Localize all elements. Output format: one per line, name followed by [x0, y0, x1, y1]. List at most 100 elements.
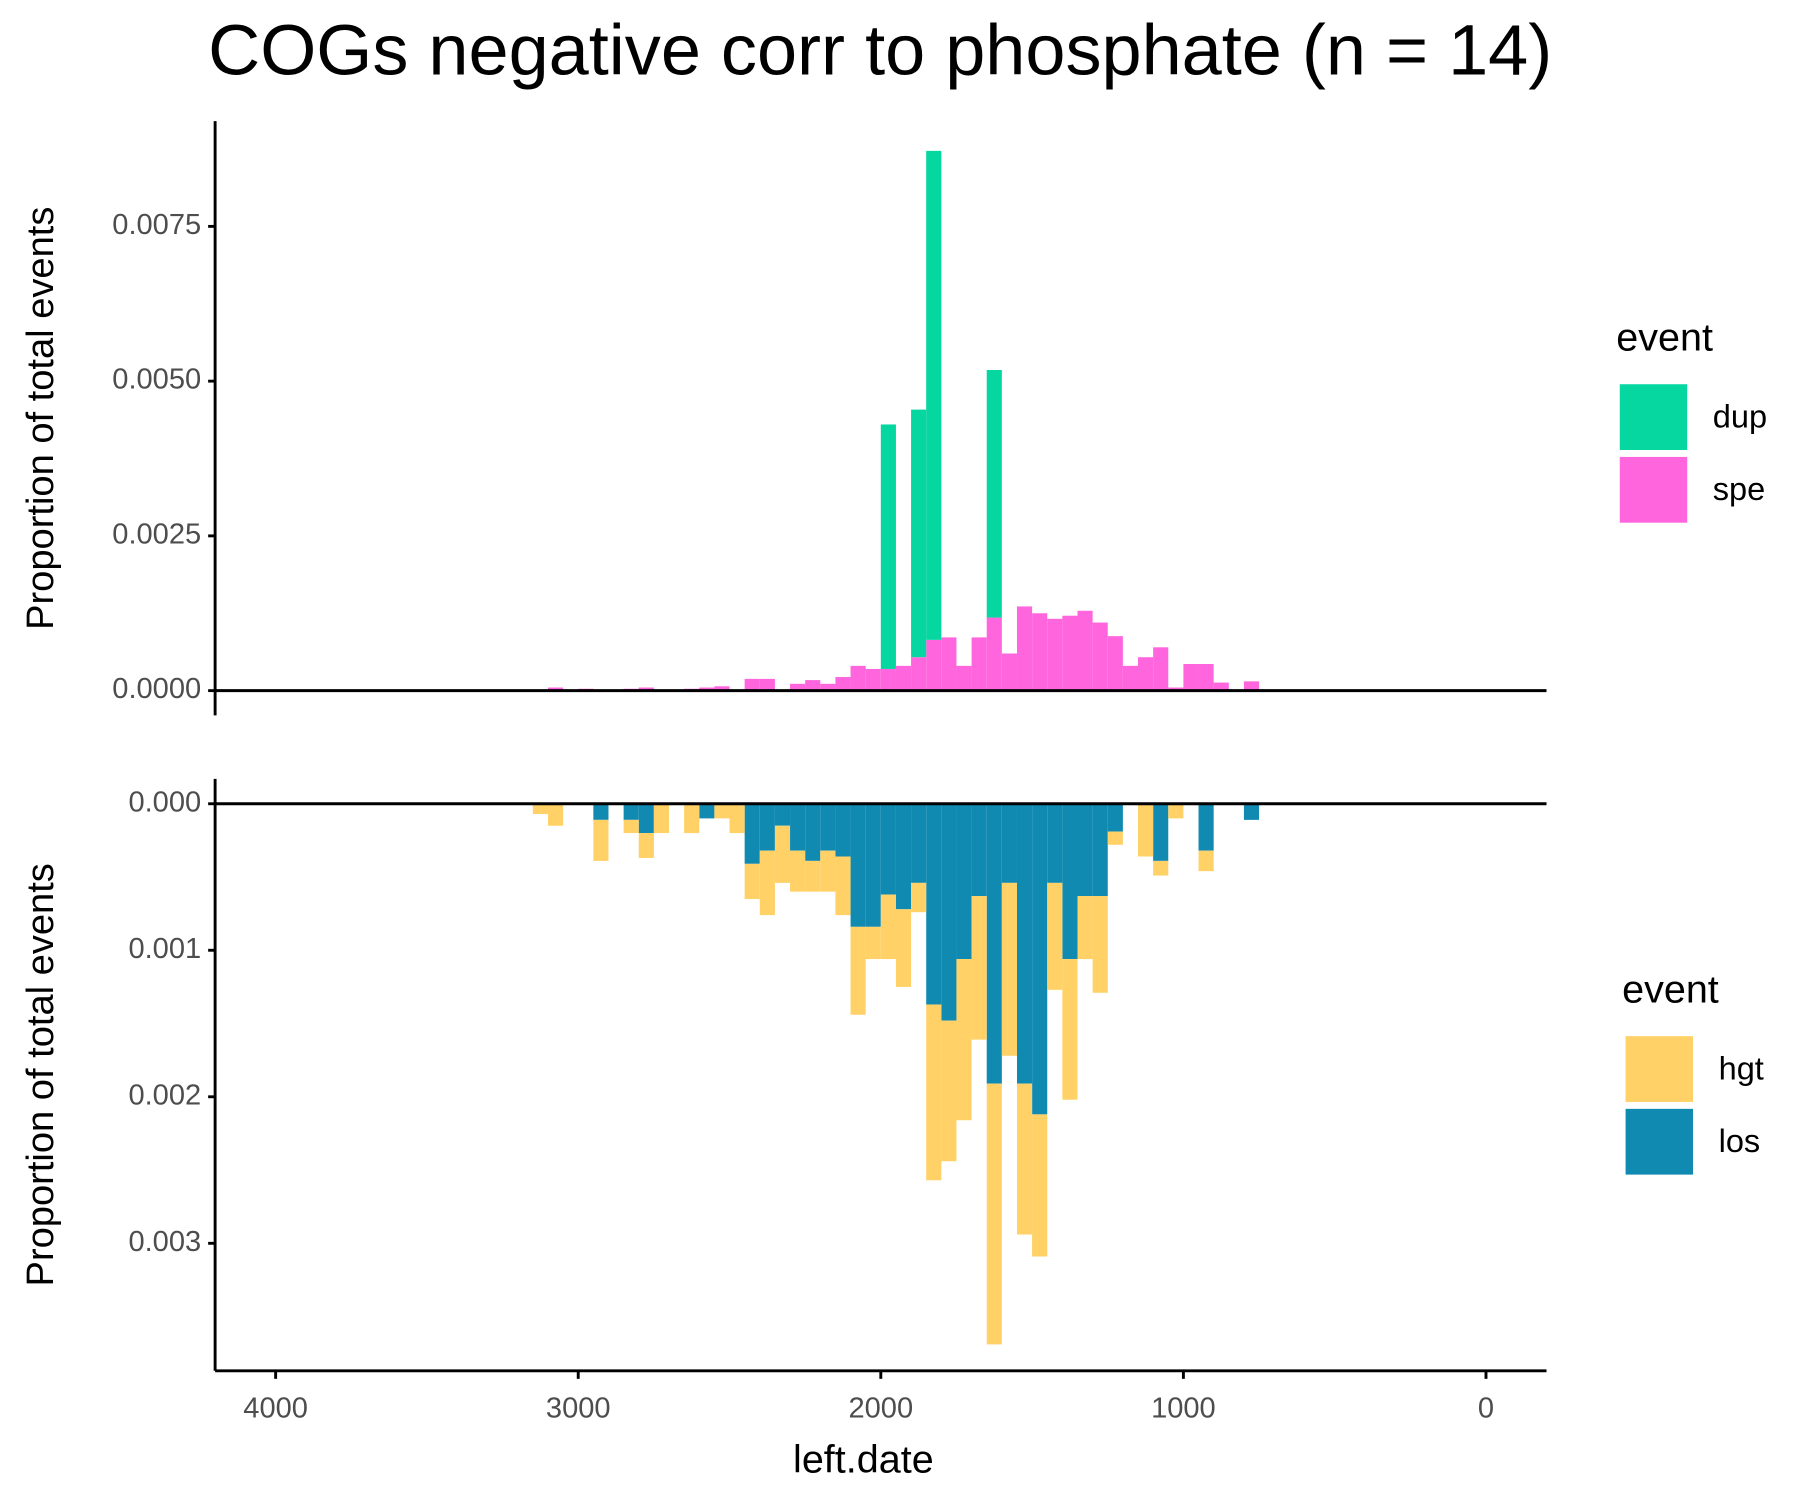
bar [971, 896, 987, 1040]
bar [1107, 831, 1123, 845]
legend-key [1625, 1036, 1694, 1102]
bar [1047, 803, 1063, 883]
bar [1153, 803, 1169, 861]
bar [759, 803, 775, 851]
bar [699, 803, 715, 819]
bar [1243, 803, 1260, 820]
bar [1168, 803, 1184, 819]
bar [759, 678, 775, 691]
bar [926, 1004, 942, 1181]
bar [850, 665, 866, 691]
bar [820, 683, 836, 691]
bar [638, 833, 654, 858]
bar [774, 803, 791, 826]
bar [941, 803, 957, 1021]
bar [1062, 615, 1078, 691]
bar [1107, 803, 1123, 832]
bar [593, 803, 609, 820]
bar [1153, 860, 1169, 876]
y-tick-label: 0.000 [128, 786, 201, 818]
bar [1062, 959, 1078, 1100]
bar [911, 657, 927, 691]
bar [1198, 664, 1214, 691]
bar [805, 860, 821, 892]
bar [956, 959, 972, 1121]
bar [926, 150, 942, 640]
y-axis-label: Proportion of total events [19, 863, 62, 1286]
bar [1001, 882, 1017, 1056]
bar [850, 803, 866, 927]
bar [926, 803, 942, 1005]
bar [1062, 803, 1078, 960]
legend-title: event [1616, 316, 1713, 360]
legend-title: event [1622, 968, 1719, 1012]
bar [623, 819, 639, 834]
bar [684, 803, 700, 834]
bar [941, 1020, 957, 1162]
bar [1092, 803, 1108, 897]
bar [547, 803, 564, 826]
bar [835, 803, 851, 857]
bar [956, 665, 972, 691]
bar [1016, 803, 1033, 1084]
bar [653, 803, 670, 834]
bar [729, 803, 745, 834]
bar [986, 1083, 1002, 1345]
legend-label: spe [1713, 471, 1765, 507]
bar [895, 803, 912, 910]
bar [805, 680, 821, 691]
bar [820, 803, 836, 851]
x-tick-label: 0 [1478, 1393, 1494, 1425]
bar [1032, 1114, 1048, 1257]
legend-key [1619, 456, 1688, 523]
bar [1168, 687, 1184, 691]
bar [1107, 636, 1123, 691]
bar [759, 850, 775, 916]
bar [895, 665, 912, 691]
y-tick-label: 0.0050 [112, 364, 201, 396]
bar [790, 803, 806, 851]
legend-key [1625, 1108, 1694, 1175]
bar [1001, 653, 1017, 691]
legend-label: hgt [1719, 1050, 1764, 1086]
x-axis-label: left.date [793, 1437, 934, 1481]
bar [1198, 850, 1214, 872]
bar [638, 687, 654, 691]
bar [956, 803, 972, 960]
legend-label: dup [1713, 398, 1767, 434]
bar [774, 825, 791, 883]
bar [880, 424, 896, 669]
bar [1122, 665, 1139, 691]
bar [805, 803, 821, 861]
bar [532, 803, 548, 815]
bar [971, 637, 987, 691]
x-tick-label: 1000 [1151, 1393, 1216, 1425]
bar [986, 803, 1002, 1084]
y-tick-label: 0.0075 [112, 209, 201, 241]
bar [714, 686, 730, 691]
x-tick-label: 4000 [243, 1393, 308, 1425]
bar [744, 678, 760, 691]
bar [1153, 647, 1169, 691]
bar [714, 803, 730, 819]
bar [850, 926, 866, 1015]
bar [1077, 610, 1093, 691]
bar [1183, 664, 1199, 691]
bar [744, 863, 760, 899]
bar [835, 677, 851, 691]
y-axis-label: Proportion of total events [19, 207, 62, 630]
bar [895, 909, 912, 987]
bar [880, 668, 896, 691]
bar [911, 882, 927, 913]
legend-label: los [1719, 1123, 1761, 1159]
bar [911, 409, 927, 658]
bar [1047, 618, 1063, 691]
bar [941, 637, 957, 691]
bar [986, 369, 1002, 618]
bar [835, 856, 851, 916]
bar [1001, 803, 1017, 883]
bar [744, 803, 760, 864]
y-tick-label: 0.001 [128, 933, 201, 965]
